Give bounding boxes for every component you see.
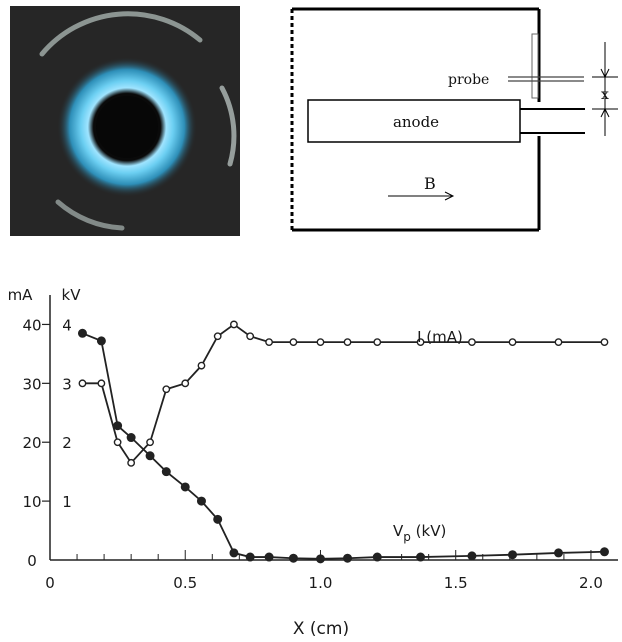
x-dim-label: x (601, 87, 609, 103)
current-data-point (289, 338, 298, 347)
y-tick-label-mA: 40 (22, 316, 41, 334)
current-data-point (113, 438, 122, 447)
vp-data-point (288, 553, 298, 563)
current-data-point (373, 338, 382, 347)
y-unit-mA: mA (8, 286, 34, 304)
current-data-point (600, 338, 609, 347)
x-dim-arrow-top (600, 68, 610, 79)
y-tick-label-kV: 1 (62, 493, 72, 511)
y-tick-label-kV: 2 (62, 434, 72, 452)
series-layer (77, 320, 609, 564)
vp-data-point (213, 514, 223, 524)
vp-series-line (82, 332, 605, 560)
vp-data-point (180, 482, 190, 492)
vp-data-point (245, 552, 255, 562)
reflection-arc-bottom (55, 199, 125, 231)
reflection-arc-top (39, 11, 203, 57)
vp-data-point (161, 467, 171, 477)
current-data-point (246, 332, 255, 341)
y-unit-kV: kV (62, 286, 82, 304)
current-data-point (78, 379, 87, 388)
vp-label-sub: p (403, 530, 411, 544)
vp-data-point (372, 552, 382, 562)
current-series-label: I (mA) (417, 328, 463, 346)
current-data-point (416, 338, 425, 347)
vp-data-point (196, 496, 206, 506)
vp-label-main: V (393, 522, 404, 540)
vp-data-point (315, 554, 325, 564)
current-data-point (343, 338, 352, 347)
current-data-point (554, 338, 563, 347)
vp-data-point (145, 451, 155, 461)
y-tick-label-mA: 20 (22, 434, 41, 452)
current-data-point (162, 385, 171, 394)
vp-data-point (96, 336, 106, 346)
b-field-label: B (424, 174, 436, 193)
y-tick-label-kV: 4 (62, 316, 72, 334)
x-tick-label: 1.5 (444, 574, 468, 592)
plasma-ring-photo (10, 6, 240, 236)
current-data-point (197, 361, 206, 370)
reflection-arc-right (219, 85, 237, 167)
vp-label-unit: (kV) (411, 522, 446, 540)
x-tick-label: 1.0 (309, 574, 333, 592)
vp-data-point (343, 553, 353, 563)
vp-data-point (467, 551, 477, 561)
labels-layer: 0 0.5 1.0 1.5 2.0 0 10 20 30 40 1 2 3 4 mA kV X (cm) I (m… (8, 286, 603, 639)
vp-series-label: Vp (kV) (393, 522, 446, 544)
current-data-point (127, 458, 136, 467)
y-tick-label-kV: 3 (62, 375, 72, 393)
x-axis-label: X (cm) (293, 619, 349, 639)
current-data-point (265, 338, 273, 347)
current-data-point (97, 379, 106, 388)
vp-data-point (113, 421, 123, 431)
ring-hole (96, 96, 158, 158)
current-data-point (230, 320, 238, 329)
vp-data-point (229, 548, 239, 558)
x-dim-arrow-bottom (600, 107, 610, 118)
probe-label: probe (448, 72, 489, 88)
vp-data-point (264, 552, 274, 562)
probe-profile-chart: 0 0.5 1.0 1.5 2.0 0 10 20 30 40 1 2 3 4 mA kV X (cm) I (m… (8, 286, 618, 639)
probe-sheath (531, 33, 539, 99)
vp-data-point (553, 548, 563, 558)
current-data-point (316, 338, 325, 347)
y-tick-label-mA: 10 (22, 493, 41, 511)
current-data-point (508, 338, 517, 347)
anode-body (307, 99, 521, 143)
y-tick-label-mA: 0 (27, 552, 37, 570)
vp-data-point (126, 433, 136, 443)
current-data-point (213, 332, 222, 341)
current-data-point (146, 438, 154, 447)
x-tick-label: 2.0 (579, 574, 603, 592)
chart-axes (42, 295, 618, 561)
device-schematic: anode probe x B (290, 7, 618, 232)
vp-data-point (77, 328, 87, 338)
vp-data-point (599, 547, 609, 557)
y-tick-label-mA: 30 (22, 375, 41, 393)
current-data-point (468, 338, 476, 347)
current-series-line (82, 323, 605, 465)
b-field-arrow-head (444, 191, 455, 201)
anode-label: anode (393, 113, 439, 131)
vp-data-point (416, 552, 426, 562)
current-data-point (181, 379, 190, 388)
x-tick-label: 0 (45, 574, 55, 592)
x-tick-label: 0.5 (173, 574, 197, 592)
vp-data-point (508, 550, 518, 560)
